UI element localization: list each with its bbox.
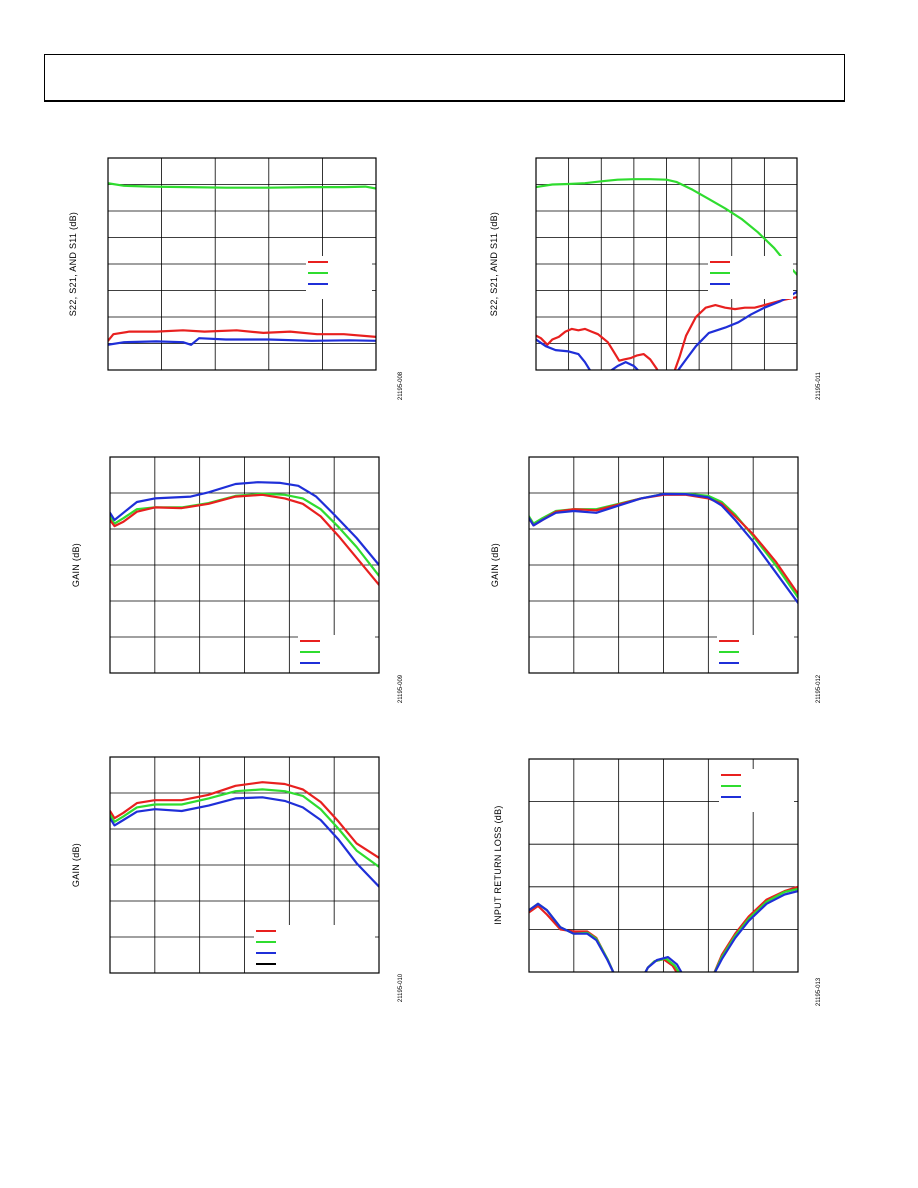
chart-frame [528,456,799,674]
ylabel-chart-4: GAIN (dB) [71,842,81,888]
series-line-blue [536,290,797,370]
series-line-blue [529,493,798,604]
chart-svg-2 [109,456,380,678]
chart-grid [110,457,379,673]
series-line-green [536,178,797,276]
fig-id-chart-3: 21195-012 [816,674,822,704]
chart-grid [108,158,376,370]
series-line-green [110,788,379,868]
fig-id-chart-5: 21195-013 [816,977,822,1007]
series-line-blue [529,890,798,972]
chart-gain-1 [109,456,380,678]
series-line-red [536,296,797,370]
page-header [44,54,845,102]
chart-frame [109,456,380,674]
chart-svg-5 [528,758,799,973]
chart-s-params-1 [107,157,377,371]
chart-gain-2 [528,456,799,678]
ylabel-chart-3: GAIN (dB) [490,542,500,588]
chart-frame [107,157,377,371]
ylabel-chart-2: GAIN (dB) [71,542,81,588]
chart-svg-3 [528,456,799,678]
chart-svg-4 [109,756,380,979]
chart-return-loss [528,758,799,973]
chart-frame [535,157,798,371]
ylabel-chart-0: S22, S21, AND S11 (dB) [68,211,78,317]
fig-id-chart-2: 21195-009 [398,674,404,704]
chart-grid [529,457,798,673]
ylabel-chart-5: INPUT RETURN LOSS (dB) [493,805,503,925]
series-line-red [108,329,376,342]
series-line-red [110,781,379,859]
chart-svg-0 [107,157,377,371]
fig-id-chart-4: 21195-010 [398,973,404,1003]
legend-background [708,256,793,299]
ylabel-chart-1: S22, S21, AND S11 (dB) [489,211,499,317]
fig-id-chart-1: 21195-011 [816,372,822,400]
legend-background [719,769,794,812]
series-line-blue [110,481,379,567]
chart-frame [528,758,799,973]
fig-id-chart-0: 21195-008 [398,371,404,401]
series-line-red [110,493,379,586]
chart-svg-1 [535,157,798,371]
chart-s-params-2 [535,157,798,371]
legend-background [717,635,794,678]
legend-background [298,635,375,678]
chart-gain-3 [109,756,380,979]
series-line-blue [108,337,376,346]
chart-frame [109,756,380,974]
legend-background [306,256,372,299]
series-line-blue [110,796,379,888]
series-line-green [108,182,376,190]
